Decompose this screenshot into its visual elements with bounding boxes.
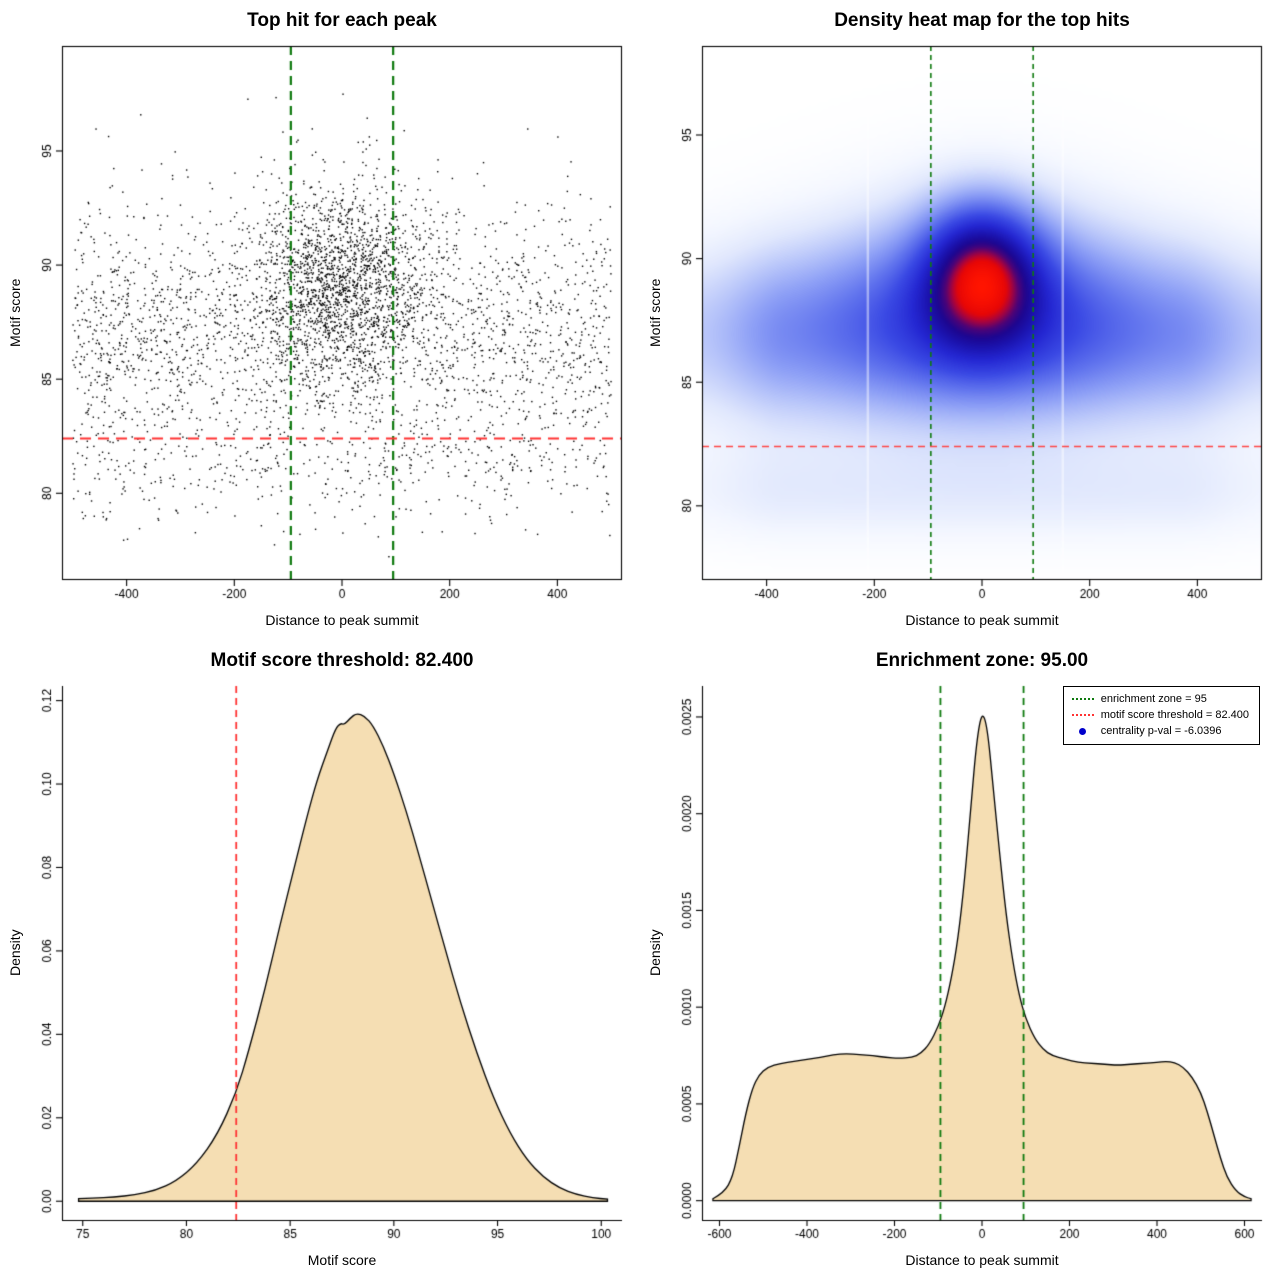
chart-title: Density heat map for the top hits [834, 10, 1130, 31]
legend-label: motif score threshold = 82.400 [1100, 709, 1249, 721]
legend: enrichment zone = 95 motif score thresho… [1062, 686, 1260, 745]
top-hits-heatmap-canvas [640, 0, 1280, 640]
x-axis-label: Distance to peak summit [265, 612, 419, 628]
chart-title: Top hit for each peak [247, 10, 437, 31]
panel-enrichment-zone: Enrichment zone: 95.00 Distance to peak … [640, 640, 1280, 1280]
legend-item-enrichment-zone: enrichment zone = 95 [1071, 693, 1249, 705]
panel-density-heatmap: Density heat map for the top hits Distan… [640, 0, 1280, 640]
point-glyph [1072, 727, 1094, 735]
y-axis-label: Motif score [647, 278, 663, 348]
y-axis-label: Density [647, 929, 663, 977]
legend-label: enrichment zone = 95 [1100, 693, 1207, 705]
legend-label: centrality p-val = -6.0396 [1100, 725, 1222, 737]
enrichment-density-canvas [640, 640, 1280, 1280]
chart-title: Motif score threshold: 82.400 [210, 650, 474, 671]
y-axis-label: Density [7, 929, 23, 977]
dotted-line-glyph [1071, 714, 1094, 716]
legend-item-motif-threshold: motif score threshold = 82.400 [1071, 709, 1249, 721]
y-axis-label: Motif score [7, 278, 23, 348]
legend-item-centrality-pval: centrality p-val = -6.0396 [1072, 725, 1249, 737]
motif-score-density-canvas [0, 640, 640, 1280]
x-axis-label: Distance to peak summit [905, 612, 1059, 628]
top-hits-scatter-canvas [0, 0, 640, 640]
dotted-line-glyph [1071, 698, 1094, 700]
blue-dot-icon [1079, 727, 1087, 735]
x-axis-label: Motif score [307, 1252, 377, 1268]
panel-top-hits-scatter: Top hit for each peak Distance to peak s… [0, 0, 640, 640]
panel-motif-score-density: Motif score threshold: 82.400 Motif scor… [0, 640, 640, 1280]
chart-title: Enrichment zone: 95.00 [875, 650, 1089, 671]
x-axis-label: Distance to peak summit [905, 1252, 1059, 1268]
